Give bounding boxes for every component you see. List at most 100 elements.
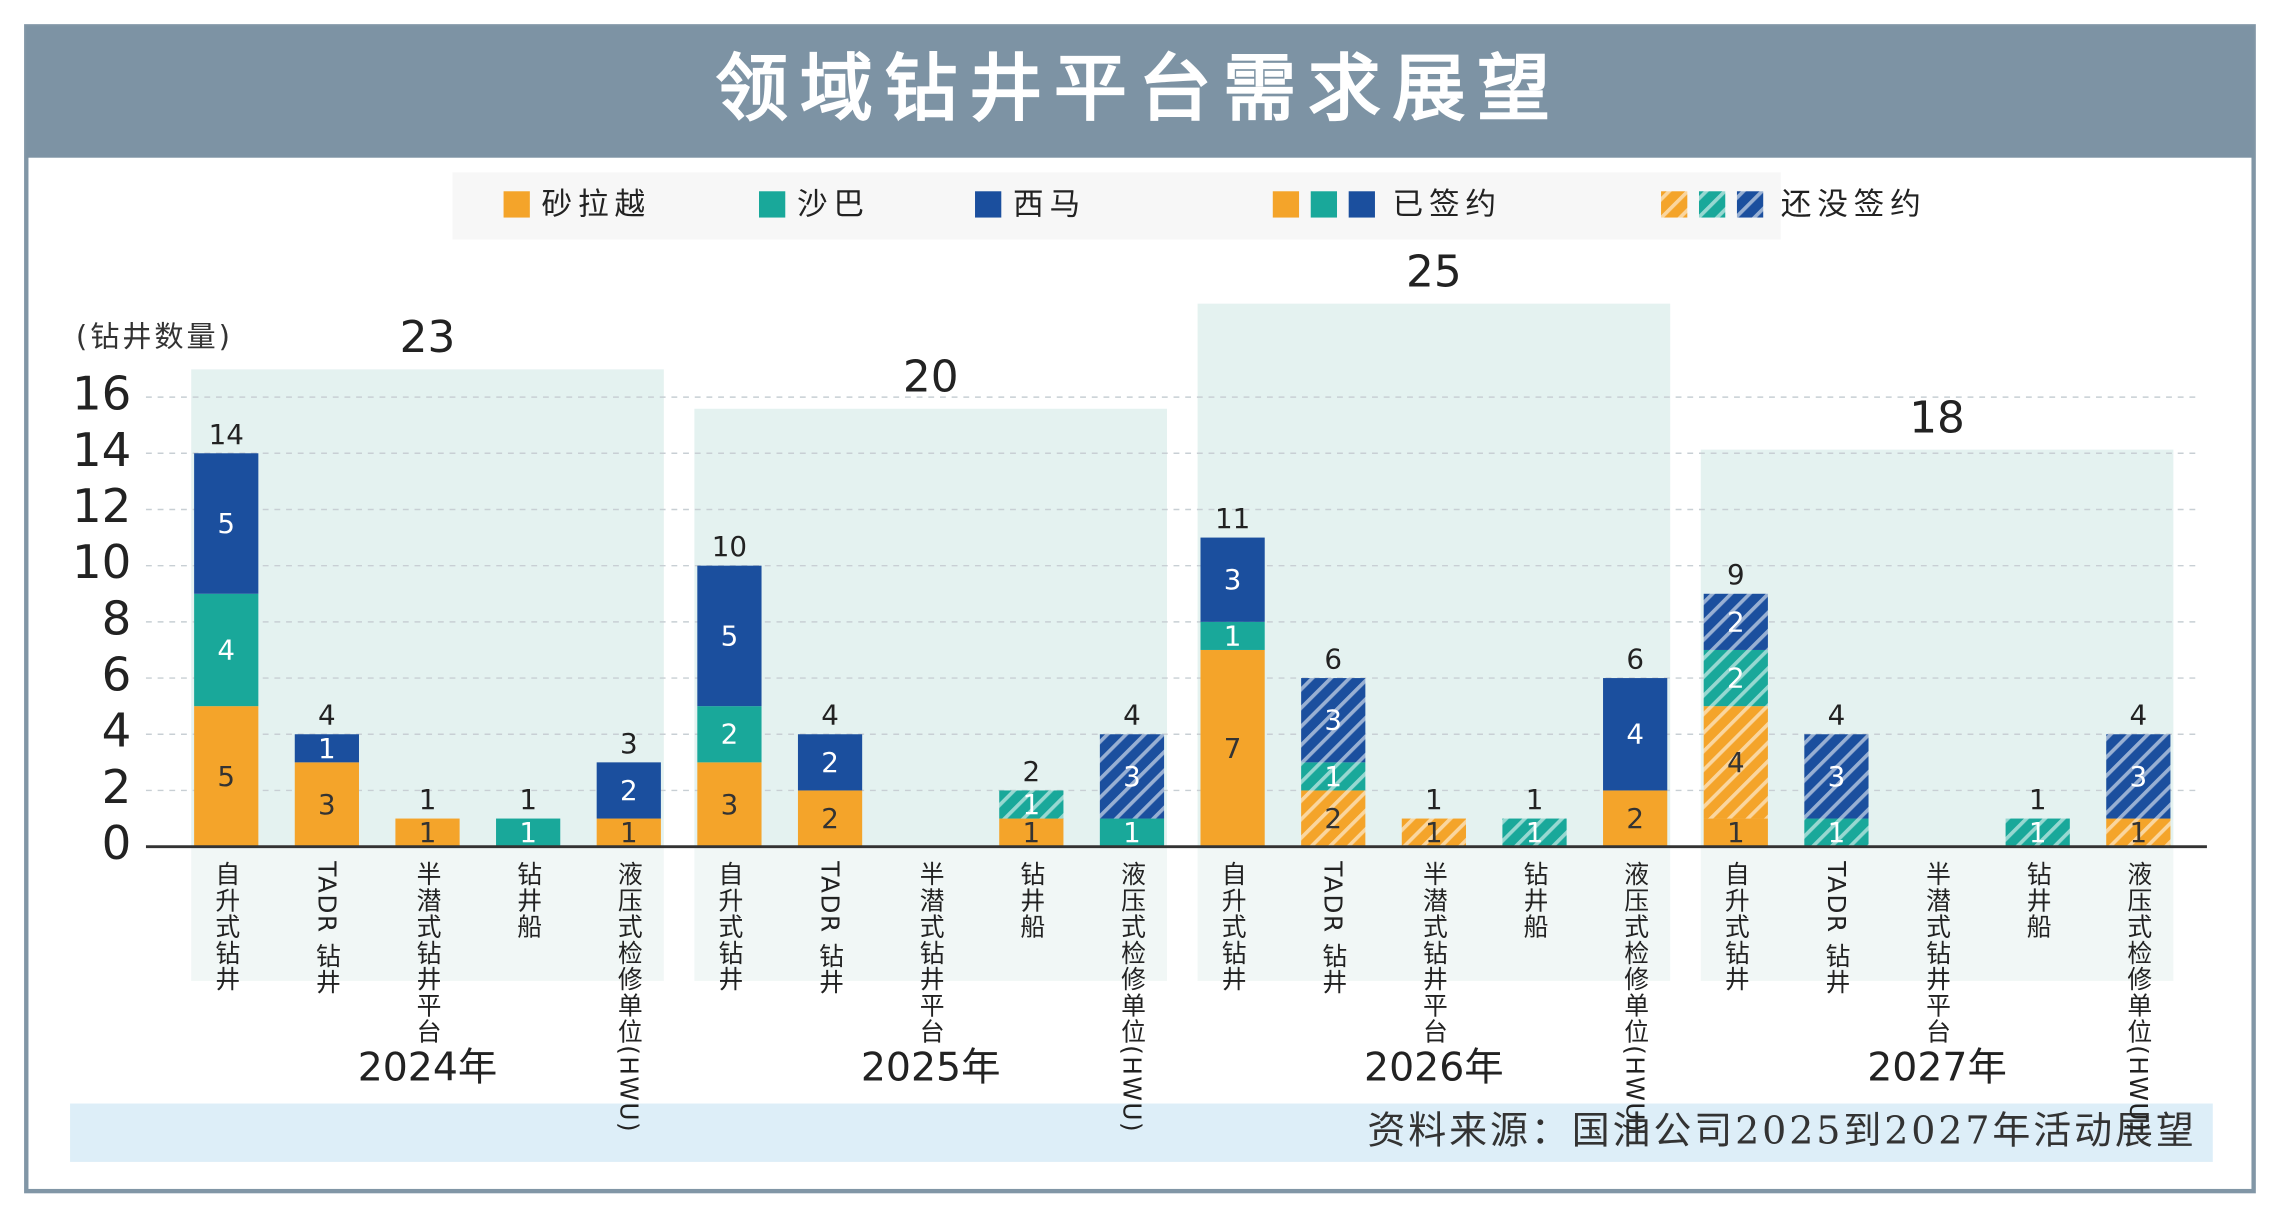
year-total: 18 bbox=[1909, 392, 1965, 443]
legend-label: 砂拉越 bbox=[542, 187, 651, 222]
segment-label: 2 bbox=[620, 774, 638, 807]
bar-segment bbox=[1502, 818, 1567, 847]
year-shade-bottom bbox=[191, 846, 664, 981]
header bbox=[26, 26, 2254, 158]
x-tick-label: 半潜式钻井平台 bbox=[1923, 861, 1952, 1045]
year-total: 25 bbox=[1406, 246, 1462, 297]
year-shade-bottom bbox=[694, 846, 1168, 981]
segment-label: 2 bbox=[1727, 662, 1745, 695]
legend-swatch bbox=[975, 191, 1002, 218]
total-label: 4 bbox=[1123, 699, 1141, 732]
year-shade-bottom bbox=[1700, 846, 2174, 981]
bar-segment bbox=[1401, 818, 1466, 847]
segment-label: 1 bbox=[1526, 816, 1544, 849]
segment-label: 3 bbox=[1324, 704, 1342, 737]
segment-label: 1 bbox=[1324, 760, 1342, 793]
total-label: 14 bbox=[209, 418, 244, 451]
bar-segment bbox=[1200, 649, 1265, 847]
segment-label: 3 bbox=[1828, 760, 1846, 793]
segment-label: 1 bbox=[1023, 788, 1041, 821]
year-shade bbox=[1700, 449, 2174, 847]
y-tick-label: 10 bbox=[72, 536, 131, 590]
legend-label: 还没签约 bbox=[1781, 187, 1927, 222]
bar-segment bbox=[294, 762, 359, 847]
x-tick-label: 自升式钻井 bbox=[1721, 861, 1750, 993]
segment-label: 2 bbox=[1626, 802, 1644, 835]
x-tick-label: 半潜式钻井平台 bbox=[413, 861, 442, 1045]
segment-label: 5 bbox=[721, 619, 739, 652]
y-tick-label: 14 bbox=[72, 424, 131, 478]
legend-label: 沙巴 bbox=[797, 187, 870, 222]
segment-label: 1 bbox=[1224, 619, 1242, 652]
bar-segment bbox=[1804, 818, 1869, 847]
segment-label: 1 bbox=[2130, 816, 2148, 849]
x-tick-label: 液压式检修单位(HWU) bbox=[1117, 861, 1146, 1133]
segment-label: 2 bbox=[1727, 605, 1745, 638]
bar-segment bbox=[1703, 593, 1768, 650]
bar-segment bbox=[1200, 537, 1265, 622]
x-tick-label: 钻井船 bbox=[1017, 861, 1046, 940]
bar-segment bbox=[797, 734, 863, 791]
segment-label: 1 bbox=[1425, 816, 1443, 849]
segment-label: 1 bbox=[519, 816, 537, 849]
total-label: 4 bbox=[1828, 699, 1846, 732]
segment-label: 4 bbox=[1626, 718, 1644, 751]
year-label: 2026年 bbox=[1364, 1044, 1504, 1090]
x-tick-label: 钻井船 bbox=[514, 861, 543, 940]
total-label: 2 bbox=[1023, 755, 1041, 788]
bar-segment bbox=[1804, 734, 1869, 819]
x-tick-label: 半潜式钻井平台 bbox=[916, 861, 945, 1045]
source-bg bbox=[70, 1103, 2213, 1162]
segment-label: 2 bbox=[821, 802, 839, 835]
bar-segment bbox=[1099, 734, 1165, 819]
total-label: 11 bbox=[1215, 502, 1250, 535]
total-label: 4 bbox=[821, 699, 839, 732]
year-shade-bottom bbox=[1197, 846, 1671, 981]
bar-segment bbox=[1301, 790, 1366, 847]
bar-segment bbox=[1703, 649, 1768, 707]
x-tick-label: TADR 钻井 bbox=[312, 860, 341, 995]
segment-label: 3 bbox=[1123, 760, 1141, 793]
legend-swatch bbox=[1272, 191, 1300, 218]
segment-label: 5 bbox=[217, 507, 235, 540]
legend-swatch bbox=[1348, 191, 1375, 218]
segment-label: 2 bbox=[1324, 802, 1342, 835]
total-label: 10 bbox=[712, 530, 747, 563]
bar-segment bbox=[596, 762, 661, 819]
year-shade bbox=[1197, 303, 1671, 847]
segment-label: 3 bbox=[1224, 563, 1242, 596]
y-tick-label: 6 bbox=[102, 649, 132, 703]
bar-segment bbox=[1301, 762, 1366, 791]
legend-label: 已签约 bbox=[1392, 187, 1501, 222]
x-tick-label: 钻井船 bbox=[1520, 861, 1549, 940]
bar-segment bbox=[697, 762, 762, 847]
bar-segment bbox=[596, 818, 661, 847]
total-label: 4 bbox=[2130, 699, 2148, 732]
y-tick-label: 2 bbox=[102, 761, 132, 815]
bar-segment bbox=[2106, 734, 2171, 819]
x-tick-label: TADR 钻井 bbox=[816, 860, 845, 995]
segment-label: 4 bbox=[217, 633, 235, 666]
x-tick-label: 液压式检修单位(HWU) bbox=[2124, 861, 2153, 1133]
legend-label: 西马 bbox=[1013, 187, 1086, 222]
bar-segment bbox=[194, 453, 259, 594]
legend-bg bbox=[452, 172, 1781, 240]
total-label: 3 bbox=[620, 727, 638, 760]
x-tick-label: 自升式钻井 bbox=[212, 861, 241, 993]
year-total: 20 bbox=[903, 352, 959, 403]
x-tick-label: TADR 钻井 bbox=[1319, 860, 1348, 995]
total-label: 6 bbox=[1626, 643, 1644, 676]
y-tick-label: 12 bbox=[72, 480, 131, 534]
legend-swatch bbox=[759, 191, 786, 218]
total-label: 1 bbox=[2029, 783, 2047, 816]
total-label: 1 bbox=[519, 783, 537, 816]
bar-segment bbox=[2106, 818, 2171, 847]
year-total: 23 bbox=[400, 312, 456, 363]
year-label: 2027年 bbox=[1867, 1044, 2007, 1090]
x-tick-label: 自升式钻井 bbox=[1218, 861, 1247, 993]
year-shade bbox=[694, 408, 1168, 847]
y-tick-label: 4 bbox=[102, 705, 132, 759]
total-label: 9 bbox=[1727, 558, 1745, 591]
x-tick-label: 自升式钻井 bbox=[715, 861, 744, 993]
